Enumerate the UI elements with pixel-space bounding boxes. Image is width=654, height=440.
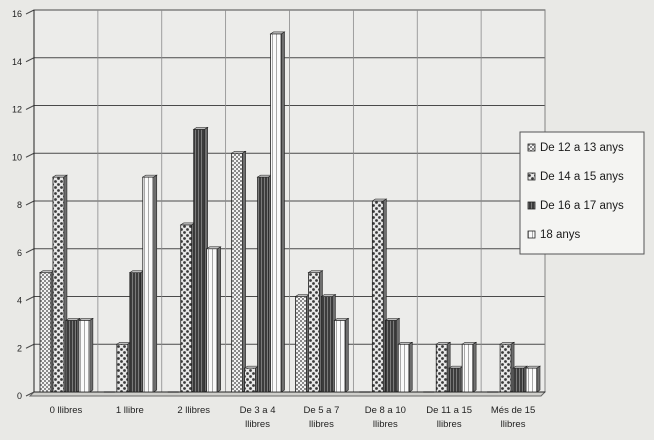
y-tick-label: 0 — [17, 391, 22, 401]
bar-1-4 — [230, 150, 247, 393]
y-tick-label: 2 — [17, 343, 22, 353]
gridline-slant — [25, 57, 35, 63]
legend-label: De 16 a 17 anys — [540, 200, 624, 212]
legend-swatch — [527, 201, 536, 210]
legend-label: De 12 a 13 anys — [540, 142, 624, 154]
bar-4-8 — [525, 365, 541, 393]
bar-3-6 — [384, 317, 401, 393]
y-tick-label: 14 — [12, 57, 22, 67]
x-tick-label: Més de 15 llibres — [491, 405, 535, 430]
gridline-slant — [25, 296, 35, 301]
legend-item-1: De 12 a 13 anys — [527, 142, 624, 154]
bar-4-6 — [397, 341, 414, 393]
legend-item-3: De 16 a 17 anys — [527, 200, 624, 212]
legend-swatch — [527, 172, 536, 181]
bar-3-8 — [512, 365, 529, 393]
bars — [39, 31, 541, 393]
legend-item-4: 18 anys — [527, 229, 581, 241]
bar-4-7 — [461, 341, 478, 393]
x-tick-label: De 8 a 10 llibres — [365, 405, 406, 430]
gridline-slant — [25, 105, 35, 110]
bar-2-2 — [115, 341, 132, 393]
bar-4-2 — [141, 174, 158, 393]
legend-swatch — [527, 143, 536, 152]
bar-3-2 — [128, 270, 145, 393]
legend: De 12 a 13 anys De 14 a 15 anys De 16 a 17… — [519, 131, 645, 255]
gridline-slant — [25, 200, 35, 206]
bar-2-7 — [435, 341, 452, 393]
bar-4-3 — [205, 246, 222, 393]
bar-3-1 — [64, 317, 81, 393]
plot-background — [28, 9, 547, 397]
legend-box — [519, 131, 645, 255]
x-tick-label: De 3 a 4 llibres — [240, 405, 276, 430]
x-tick-labels: 0 llibres 1 llibre 2 llibres De 3 a 4 llibre… — [50, 405, 536, 430]
bar-2-8 — [499, 341, 516, 393]
y-tick-labels: 0 2 4 6 8 10 12 14 16 — [12, 9, 22, 401]
bar-3-3 — [192, 126, 209, 393]
legend-swatch — [527, 230, 536, 239]
bar-3-4 — [256, 174, 273, 393]
bar-1-5 — [294, 293, 311, 393]
bar-2-6 — [371, 198, 388, 393]
legend-label: 18 anys — [540, 229, 581, 241]
y-tick-label: 12 — [12, 105, 22, 115]
x-tick-label: 1 llibre — [116, 405, 144, 416]
y-tick-label: 16 — [12, 9, 22, 19]
bar-2-5 — [307, 270, 324, 393]
bar-3-7 — [448, 365, 465, 393]
bar-4-4 — [269, 31, 286, 393]
x-tick-label: 0 llibres — [50, 405, 83, 416]
gridline-slant — [25, 152, 35, 158]
y-tick-label: 10 — [12, 152, 22, 162]
bar-4-5 — [333, 317, 350, 393]
gridline-slant — [25, 9, 35, 15]
x-tick-label: 2 llibres — [177, 405, 210, 416]
bar-2-1 — [51, 174, 68, 393]
legend-item-2: De 14 a 15 anys — [527, 171, 624, 183]
x-tick-label: De 5 a 7 llibres — [303, 405, 339, 430]
legend-label: De 14 a 15 anys — [540, 171, 624, 183]
gridline-slant — [25, 391, 35, 397]
y-tick-label: 4 — [17, 296, 22, 306]
gridline-slant — [25, 248, 35, 254]
gridline-slant — [25, 343, 35, 349]
bar-1-1 — [39, 270, 55, 393]
grid-lines — [25, 9, 546, 397]
y-tick-label: 6 — [17, 248, 22, 258]
y-tick-label: 8 — [17, 200, 22, 210]
bar-4-1 — [77, 317, 94, 393]
bar-2-3 — [179, 222, 196, 393]
bar-3-5 — [320, 293, 337, 393]
bar-2-4 — [243, 365, 260, 393]
x-tick-label: De 11 a 15 llibres — [426, 405, 472, 430]
